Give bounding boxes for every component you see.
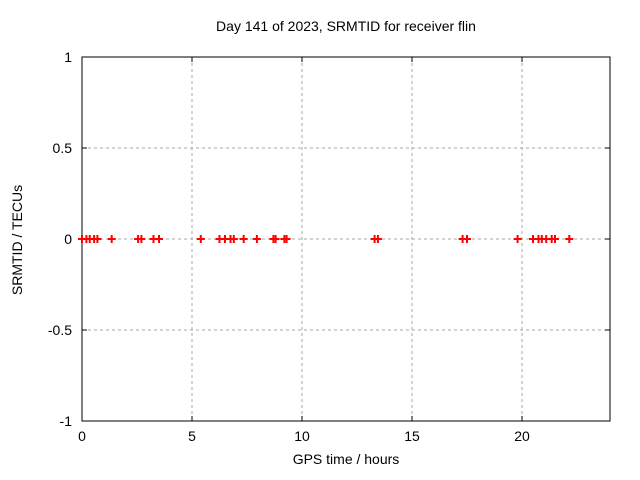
data-point-marker: [282, 235, 291, 243]
x-axis-label: GPS time / hours: [292, 451, 400, 467]
data-point-marker: [551, 235, 559, 243]
data-point-marker: [93, 235, 102, 243]
data-point-marker: [137, 235, 146, 243]
y-axis-label: SRMTID / TECUs: [9, 184, 25, 296]
y-tick-label: 1: [64, 49, 72, 65]
x-tick-label: 10: [294, 428, 310, 444]
data-point-marker: [565, 235, 574, 243]
data-point-marker: [373, 235, 382, 243]
x-tick-label: 15: [404, 428, 420, 444]
y-tick-label: 0.5: [53, 140, 73, 156]
data-point-marker: [107, 235, 116, 243]
data-point-marker: [155, 235, 163, 243]
data-point-marker: [252, 235, 261, 243]
y-tick-label: -0.5: [48, 322, 72, 338]
x-tick-label: 0: [78, 428, 86, 444]
x-tick-label: 20: [514, 428, 530, 444]
y-tick-label: -1: [60, 413, 73, 429]
data-point-marker: [229, 235, 238, 243]
x-tick-label: 5: [188, 428, 196, 444]
chart-title: Day 141 of 2023, SRMTID for receiver fli…: [216, 18, 476, 34]
data-point-marker: [463, 235, 471, 243]
data-point-marker: [271, 235, 280, 243]
data-point-marker: [239, 235, 248, 243]
data-point-marker: [513, 235, 522, 243]
data-point-marker: [196, 235, 205, 243]
y-tick-label: 0: [64, 231, 72, 247]
